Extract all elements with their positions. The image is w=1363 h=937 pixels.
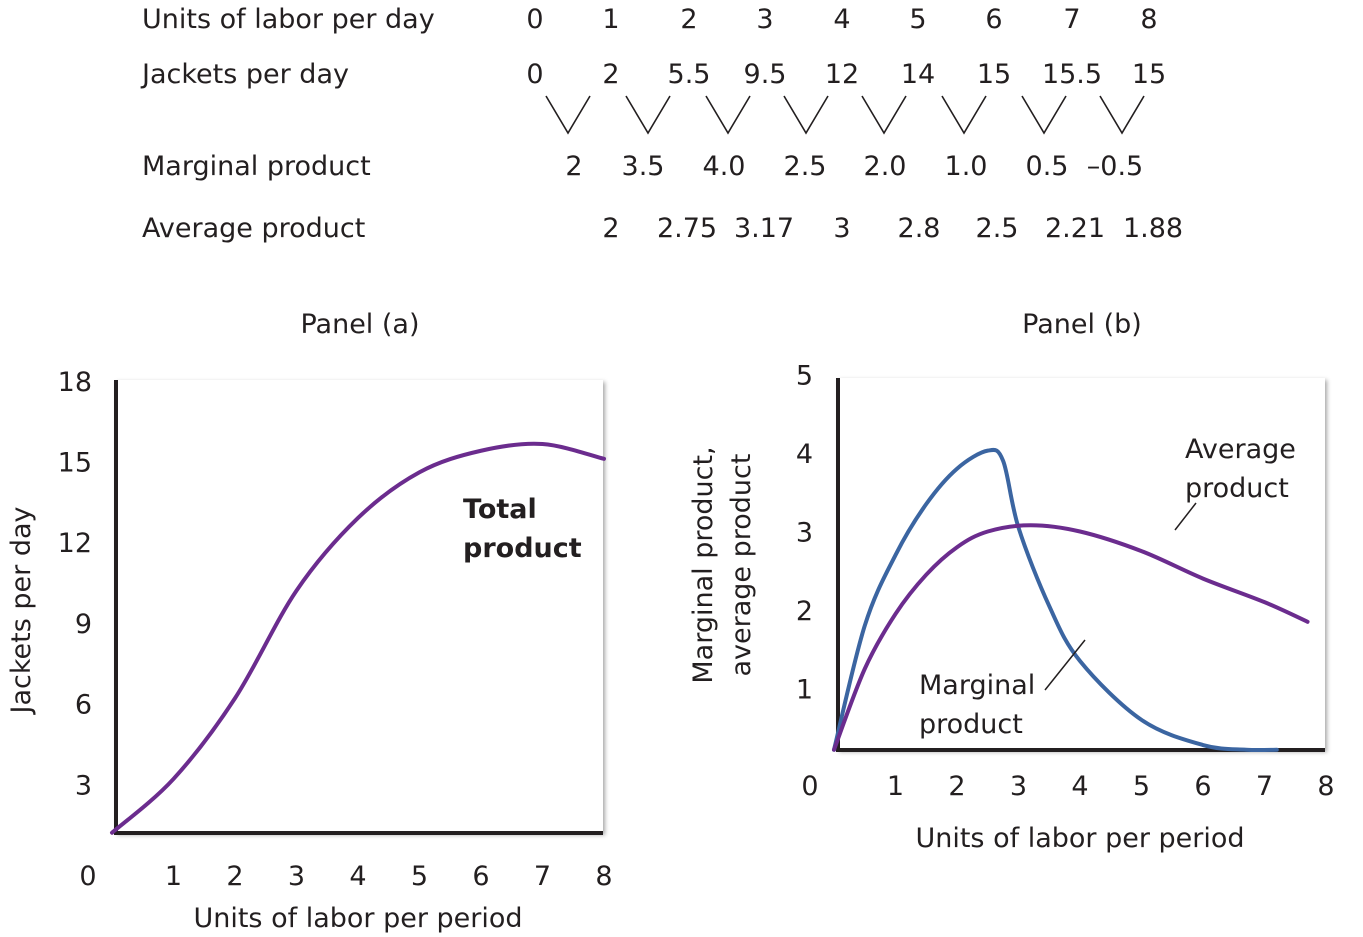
x-tick-label: 8 <box>595 861 612 892</box>
y-tick-label: 6 <box>75 690 92 721</box>
x-tick-label: 3 <box>288 861 305 892</box>
panel-a-xlabel: Units of labor per period <box>193 903 522 934</box>
table-cell: 12 <box>825 59 859 90</box>
panel-b-axes <box>836 378 1325 752</box>
difference-marker <box>1021 95 1067 135</box>
table-cell: 0.5 <box>1026 151 1069 182</box>
marginal-product-leader <box>1044 639 1086 691</box>
marginal-product-curve <box>832 447 1279 753</box>
x-tick-label: 6 <box>472 861 489 892</box>
average-product-label-2: product <box>1185 473 1289 504</box>
panel-a-ylabel: Jackets per day <box>6 507 37 716</box>
average-product-curve <box>832 523 1310 752</box>
table-cell: 4 <box>833 4 850 35</box>
difference-marker <box>783 95 829 135</box>
row-label: Units of labor per day <box>142 4 435 35</box>
panel-b-title: Panel (b) <box>1022 309 1142 340</box>
table-cell: 15 <box>977 59 1011 90</box>
panel-a-axes <box>114 380 603 835</box>
table-cell: 2 <box>602 213 619 244</box>
table-cell: 9.5 <box>744 59 787 90</box>
table-cell: 3.17 <box>734 213 794 244</box>
panel-a-plot-area <box>115 380 603 833</box>
panel-b-plot-area <box>837 378 1325 750</box>
table-cell: 1 <box>602 4 619 35</box>
table-cell: 8 <box>1140 4 1157 35</box>
marginal-product-label-2: product <box>919 709 1023 740</box>
total-product-label-1: Total <box>463 494 537 525</box>
y-tick-label: 3 <box>75 770 92 801</box>
difference-marker <box>545 95 591 135</box>
x-tick-label: 4 <box>349 861 366 892</box>
x-tick-label: 2 <box>226 861 243 892</box>
table-cell: 2.5 <box>784 151 827 182</box>
y-tick-label: 18 <box>58 367 92 398</box>
total-product-label-2: product <box>463 533 582 564</box>
total-product-curve <box>110 441 606 835</box>
x-tick-label: 1 <box>165 861 182 892</box>
x-tick-label: 2 <box>948 771 965 802</box>
y-tick-label: 12 <box>58 528 92 559</box>
row-label: Marginal product <box>142 151 371 182</box>
table-cell: 3.5 <box>622 151 665 182</box>
difference-marker <box>941 95 987 135</box>
table-cell: 2.75 <box>657 213 717 244</box>
difference-marker <box>1099 95 1145 135</box>
table-cell: 1.0 <box>945 151 988 182</box>
marginal-product-label-1: Marginal <box>919 670 1035 701</box>
x-tick-label: 3 <box>1010 771 1027 802</box>
table-cell: 0 <box>526 59 543 90</box>
table-cell: 0 <box>526 4 543 35</box>
table-cell: 1.88 <box>1123 213 1183 244</box>
table-cell: 14 <box>901 59 935 90</box>
x-tick-label: 5 <box>1133 771 1150 802</box>
table-cell: 15.5 <box>1042 59 1102 90</box>
table-cell: 2 <box>680 4 697 35</box>
x-tick-label: 8 <box>1317 771 1334 802</box>
average-product-leader <box>1174 502 1197 531</box>
table-cell: 5 <box>909 4 926 35</box>
table-cell: 2.21 <box>1045 213 1105 244</box>
row-label: Jackets per day <box>140 59 349 90</box>
x-tick-label: 0 <box>79 861 96 892</box>
average-product-label-1: Average <box>1185 434 1296 465</box>
y-tick-label: 5 <box>796 361 813 392</box>
x-tick-label: 4 <box>1071 771 1088 802</box>
y-tick-label: 3 <box>796 518 813 549</box>
row-label: Average product <box>142 213 365 244</box>
panel-b-xlabel: Units of labor per period <box>915 823 1244 854</box>
difference-marker <box>705 95 751 135</box>
table-cell: 3 <box>833 213 850 244</box>
table-cell: –0.5 <box>1087 151 1143 182</box>
difference-marker <box>861 95 907 135</box>
table-cell: 2.5 <box>976 213 1019 244</box>
table-cell: 7 <box>1063 4 1080 35</box>
x-tick-label: 1 <box>887 771 904 802</box>
table-cell: 2.8 <box>898 213 941 244</box>
table-cell: 2.0 <box>864 151 907 182</box>
panel-b-ylabel-2: average product <box>726 454 757 677</box>
y-tick-label: 15 <box>58 448 92 479</box>
x-tick-label: 5 <box>411 861 428 892</box>
x-tick-label: 0 <box>801 771 818 802</box>
y-tick-label: 9 <box>75 609 92 640</box>
table-cell: 6 <box>985 4 1002 35</box>
panel-b-ylabel-1: Marginal product, <box>688 446 719 683</box>
y-tick-label: 2 <box>796 596 813 627</box>
table-cell: 15 <box>1132 59 1166 90</box>
x-tick-label: 6 <box>1194 771 1211 802</box>
table-cell: 3 <box>756 4 773 35</box>
panel-a-title: Panel (a) <box>300 309 419 340</box>
table-cell: 2 <box>565 151 582 182</box>
y-tick-label: 4 <box>796 439 813 470</box>
x-tick-label: 7 <box>1256 771 1273 802</box>
table-cell: 4.0 <box>703 151 746 182</box>
table-cell: 5.5 <box>668 59 711 90</box>
table-cell: 2 <box>602 59 619 90</box>
y-tick-label: 1 <box>796 675 813 706</box>
difference-marker <box>625 95 671 135</box>
x-tick-label: 7 <box>534 861 551 892</box>
